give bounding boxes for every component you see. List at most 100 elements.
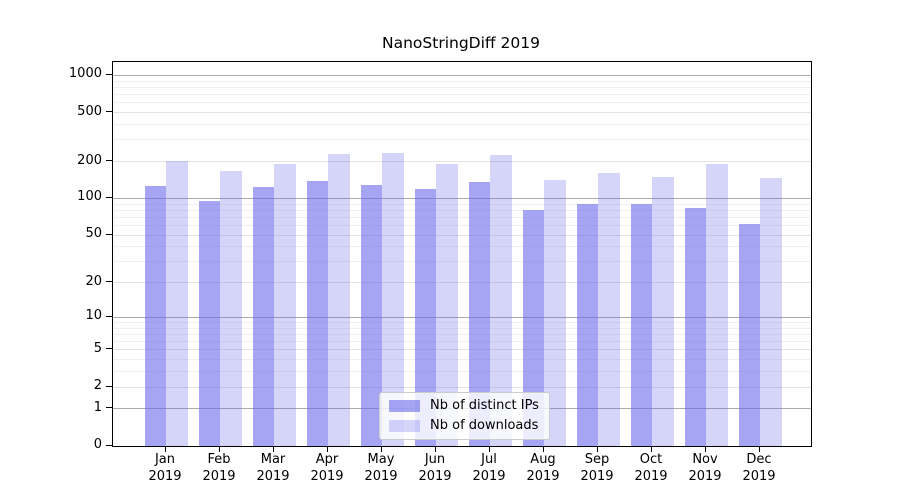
bar-downloads — [220, 170, 242, 446]
x-axis-tick — [381, 446, 382, 452]
minor-gridline — [113, 321, 811, 323]
y-axis-tick — [106, 111, 112, 113]
minor-gridline — [113, 102, 811, 104]
x-axis-tick-label: Jun 2019 — [418, 452, 452, 484]
legend-item: Nb of distinct IPs — [389, 397, 539, 414]
minor-gridline — [113, 203, 811, 205]
legend-item: Nb of downloads — [389, 417, 539, 434]
legend-swatch-distinct-ips — [389, 399, 420, 412]
bar-distinct-ips — [198, 201, 220, 446]
decade-gridline — [113, 197, 811, 199]
bar-downloads — [166, 161, 188, 446]
x-axis-tick — [543, 446, 544, 452]
bar-distinct-ips — [306, 181, 328, 446]
x-axis-tick-label: Sep 2019 — [580, 452, 614, 484]
legend-item-label: Nb of distinct IPs — [430, 398, 539, 413]
x-axis-tick-label: Dec 2019 — [742, 452, 776, 484]
medium-gridline — [113, 282, 811, 284]
minor-gridline — [113, 139, 811, 141]
minor-gridline — [113, 94, 811, 96]
chart-title: NanoStringDiff 2019 — [382, 34, 540, 52]
x-axis-tick-label: Jul 2019 — [472, 452, 506, 484]
x-axis-tick-label: Jan 2019 — [148, 452, 182, 484]
legend-swatch-downloads — [389, 419, 420, 432]
y-axis-tick — [106, 160, 112, 162]
minor-gridline — [113, 333, 811, 335]
x-axis-tick-label: Feb 2019 — [202, 452, 236, 484]
bar-downloads — [328, 153, 350, 446]
plot-area — [112, 61, 812, 447]
x-axis-tick — [489, 446, 490, 452]
minor-gridline — [113, 216, 811, 218]
bar-downloads — [652, 177, 674, 446]
y-axis-tick — [106, 315, 112, 317]
decade-gridline — [113, 74, 811, 76]
x-axis-tick — [651, 446, 652, 452]
y-axis-tick-label: 1 — [93, 399, 102, 415]
medium-gridline — [113, 234, 811, 236]
bar-distinct-ips — [468, 181, 490, 446]
medium-gridline — [113, 386, 811, 388]
y-axis-tick — [106, 196, 112, 198]
minor-gridline — [113, 371, 811, 373]
bar-distinct-ips — [630, 204, 652, 446]
bar-downloads — [760, 177, 782, 446]
bar-downloads — [436, 164, 458, 446]
bar-distinct-ips — [738, 223, 760, 446]
x-axis-tick — [705, 446, 706, 452]
x-axis-tick-label: Oct 2019 — [634, 452, 668, 484]
y-axis-tick-label: 50 — [85, 226, 102, 242]
y-axis-tick — [106, 407, 112, 409]
x-axis-tick — [219, 446, 220, 452]
bar-downloads — [544, 179, 566, 446]
medium-gridline — [113, 161, 811, 163]
minor-gridline — [113, 341, 811, 343]
bar-distinct-ips — [360, 184, 382, 446]
x-axis-tick — [597, 446, 598, 452]
bar-downloads — [490, 155, 512, 446]
x-axis-tick — [273, 446, 274, 452]
y-axis-tick — [106, 233, 112, 235]
bar-distinct-ips — [414, 188, 436, 446]
y-axis-tick-label: 0 — [93, 437, 102, 452]
x-axis-tick-label: Apr 2019 — [310, 452, 344, 484]
y-axis-tick-label: 5 — [93, 340, 102, 356]
decade-gridline — [113, 316, 811, 318]
x-axis-tick — [327, 446, 328, 452]
y-axis-tick-label: 100 — [77, 189, 102, 205]
bar-downloads — [382, 152, 404, 446]
minor-gridline — [113, 359, 811, 361]
minor-gridline — [113, 209, 811, 211]
bar-downloads — [598, 172, 620, 446]
bar-distinct-ips — [522, 210, 544, 446]
y-axis-tick-label: 2 — [93, 378, 102, 394]
medium-gridline — [113, 349, 811, 351]
y-axis-tick — [106, 348, 112, 350]
x-axis-tick-label: Nov 2019 — [688, 452, 722, 484]
x-axis-tick — [435, 446, 436, 452]
x-axis-tick — [165, 446, 166, 452]
bar-downloads — [274, 164, 296, 446]
y-axis-tick — [106, 281, 112, 283]
x-axis-tick-label: Mar 2019 — [256, 452, 290, 484]
y-axis-tick-label: 20 — [85, 273, 102, 289]
legend: Nb of distinct IPs Nb of downloads — [379, 392, 550, 440]
minor-gridline — [113, 124, 811, 125]
x-axis-tick — [759, 446, 760, 452]
y-axis-tick-label: 500 — [77, 103, 102, 119]
minor-gridline — [113, 327, 811, 329]
bar-distinct-ips — [252, 186, 274, 446]
minor-gridline — [113, 80, 811, 82]
minor-gridline — [113, 246, 811, 248]
y-axis-tick — [106, 73, 112, 75]
legend-item-label: Nb of downloads — [430, 418, 539, 433]
y-axis-tick-label: 200 — [77, 152, 102, 168]
y-axis-tick-label: 10 — [85, 308, 102, 324]
y-axis-tick — [106, 385, 112, 387]
y-axis-tick — [106, 444, 112, 446]
bar-distinct-ips — [144, 185, 166, 446]
x-axis-tick-label: Aug 2019 — [526, 452, 560, 484]
bar-distinct-ips — [684, 207, 706, 446]
minor-gridline — [113, 225, 811, 226]
